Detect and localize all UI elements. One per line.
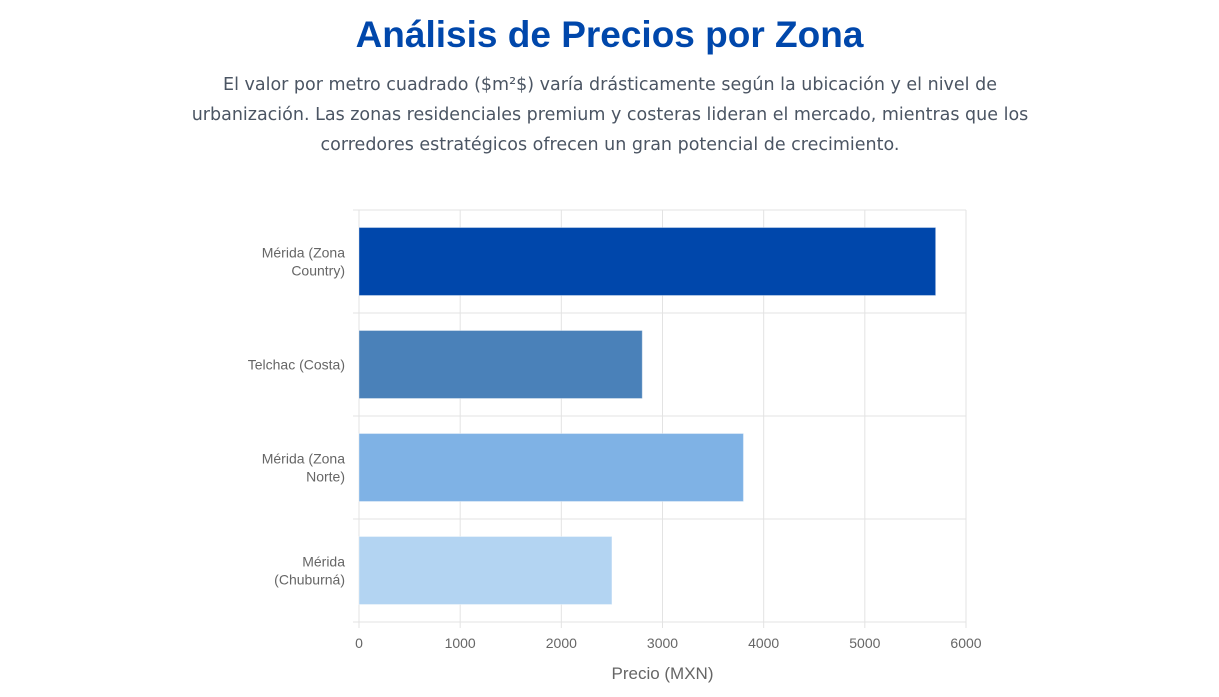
- y-category-label: (Chuburná): [274, 572, 345, 588]
- y-category-label: Country): [291, 263, 345, 279]
- bar: [358, 227, 937, 296]
- y-category-label: Mérida (Zona: [262, 451, 345, 467]
- x-tick-label: 1000: [445, 635, 476, 651]
- x-tick-label: 3000: [647, 635, 678, 651]
- bar: [358, 433, 744, 502]
- x-tick-label: 2000: [546, 635, 577, 651]
- bar: [358, 536, 613, 605]
- page-title: Análisis de Precios por Zona: [355, 14, 864, 55]
- y-category-label: Mérida (Zona: [262, 245, 345, 261]
- x-tick-label: 0: [355, 635, 363, 651]
- x-axis-title: Precio (MXN): [611, 664, 713, 683]
- y-category-label: Mérida: [302, 554, 345, 570]
- x-tick-label: 5000: [849, 635, 880, 651]
- page-description: El valor por metro cuadrado ($m²$) varía…: [191, 75, 1029, 155]
- y-category-label: Telchac (Costa): [248, 357, 345, 373]
- y-category-label: Norte): [306, 469, 345, 485]
- bar: [358, 330, 643, 399]
- x-tick-label: 6000: [950, 635, 981, 651]
- x-tick-label: 4000: [748, 635, 779, 651]
